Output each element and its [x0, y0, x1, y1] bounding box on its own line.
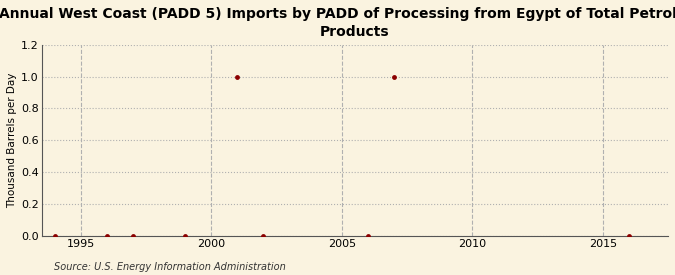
Point: [258, 234, 269, 238]
Point: [232, 74, 243, 79]
Title: Annual West Coast (PADD 5) Imports by PADD of Processing from Egypt of Total Pet: Annual West Coast (PADD 5) Imports by PA…: [0, 7, 675, 39]
Point: [49, 234, 60, 238]
Point: [362, 234, 373, 238]
Point: [128, 234, 138, 238]
Point: [624, 234, 634, 238]
Point: [180, 234, 190, 238]
Point: [389, 74, 400, 79]
Y-axis label: Thousand Barrels per Day: Thousand Barrels per Day: [7, 73, 17, 208]
Point: [101, 234, 112, 238]
Text: Source: U.S. Energy Information Administration: Source: U.S. Energy Information Administ…: [54, 262, 286, 272]
